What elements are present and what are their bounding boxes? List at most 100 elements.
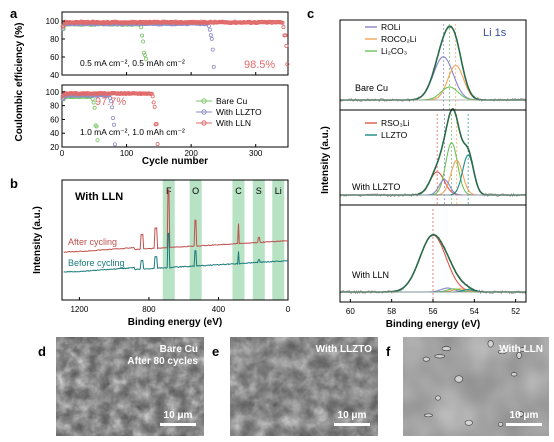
cycle-top-point [208,33,213,38]
scale-label-d: 10 μm [164,410,193,421]
sem-particle [516,411,525,417]
xps-band [189,180,202,300]
xps-survey-frame [61,179,289,301]
cycle-bottom-point [92,105,97,110]
xps-survey-axes: 1200 800 400 0 [70,297,291,314]
cycle-xtick-label: 300 [249,149,263,158]
li1s-legend-label: ROCO₂Li [381,34,417,44]
cycle-xtick-label: 200 [184,149,198,158]
cycle-bottom-ytick-label: 60 [50,115,59,124]
sem-particle [510,372,518,377]
xps-survey-plot [63,189,289,273]
cycle-top-ytick-label: 100 [46,17,60,26]
panel-label-b: b [10,176,18,191]
cycle-top-series-lln [60,19,290,67]
cycle-ylabel: Coulombic efficiency (%) [14,23,25,142]
li1s-ylabel: Intensity (a.u.) [320,126,331,194]
sem-texture-bare-cu [56,337,204,436]
cycle-top-ytick-label: 80 [50,35,59,44]
cycle-top-plot [60,19,290,69]
cycle-bottom-point [109,99,114,104]
xps-band [272,180,285,300]
panel-label-c: c [307,6,314,21]
cycle-bottom-ytick-label: 100 [46,88,60,97]
cycle-top-point [142,52,147,57]
li1s-component-rso3li [340,234,526,293]
li1s-legend-label: Li₂CO₃ [381,46,407,56]
cycle-top-ytick-label: 40 [50,71,59,80]
cycle-axes: 40 60 80 100 20 40 60 80 100 0 100 200 300 [46,17,263,158]
scale-bar-d [160,423,196,426]
li1s-subpanel [339,24,527,110]
xps-before-label: Before cycling [68,258,125,268]
li1s-legend: ROLi ROCO₂Li Li₂CO₃ RSO₃Li LLZTO [365,22,417,140]
sem-particle [487,340,494,348]
cycle-bottom-frame [61,84,289,148]
cycle-legend-marker [201,98,207,104]
cycle-bottom-ytick-label: 20 [50,143,59,152]
sem-particle [516,351,522,359]
xps-band-label: C [235,186,242,196]
cycle-top-point [142,50,147,55]
cycle-legend-label: Bare Cu [216,96,247,106]
sem-texture-lln [403,337,549,436]
panel-label-e: e [212,344,219,359]
cycle-bottom-ytick-label: 80 [50,102,59,111]
cycle-legend-label: With LLN [216,118,251,128]
cycle-bottom-point [154,122,159,127]
panel-c: c 60 58 56 54 52 Li 1s Bare Cu With LLZTO Wi… [307,6,527,330]
panel-f: f With LLN 10 μm [386,337,549,436]
xps-xtick-label: 400 [212,305,226,314]
panel-label-d: d [38,344,46,359]
sem-particle [422,356,430,362]
li1s-xtick-label: 56 [429,307,438,316]
cycle-bottom-ytick-label: 40 [50,129,59,138]
panel-a: a 40 60 80 100 20 40 60 80 100 0 100 200 300 Coulomb… [10,6,290,167]
sem-caption-bare-cu: Bare Cu [160,344,198,355]
sem-particle [423,413,433,418]
cycle-bottom-series-lln [60,90,160,146]
cycle-bottom-annotation: 1.0 mA cm⁻², 1.0 mAh cm⁻² [80,127,185,137]
cycle-bottom-point [111,115,116,120]
sem-caption-cycles: After 80 cycles [127,356,198,367]
sem-particle [441,346,452,352]
scale-label-f: 10 μm [510,410,539,421]
li1s-panel-name-3: With LLN [352,270,389,280]
cycle-top-point [60,26,65,31]
sem-particle [434,354,446,359]
sem-particle [464,419,473,426]
cycle-bottom-point [94,124,99,129]
li1s-envelope [340,234,526,293]
cycle-top-point [284,43,289,48]
cycle-xtick-label: 0 [60,149,65,158]
li1s-title: Li 1s [483,27,507,39]
cycle-bottom-plot [60,90,160,147]
sem-particle [497,421,504,427]
cycle-legend-label: With LLZTO [216,107,262,117]
cycle-bottom-value-label: 97.7% [95,96,126,108]
cycle-bottom-point [152,104,157,109]
cycle-bottom-point [111,122,116,127]
cycle-bottom-point [95,138,100,143]
cycle-top-point [211,64,216,69]
cycle-top-frame [61,11,289,76]
sem-caption-llzto: With LLZTO [316,344,373,355]
xps-xtick-label: 800 [142,305,156,314]
xps-band-label: Li [275,186,282,196]
cycle-bottom-point [155,141,160,146]
cycle-top-series-bare_cu [60,21,148,61]
li1s-legend-label: ROLi [381,22,400,32]
li1s-xtick-label: 60 [346,307,355,316]
li1s-xtick-label: 58 [387,307,396,316]
panel-b: b F O C S Li 1200 800 400 0 With LLN After cycl… [10,176,291,328]
cycle-top-point [210,47,215,52]
xps-after-label: After cycling [68,237,117,247]
cycle-top-ytick-label: 60 [50,53,59,62]
li1s-legend-label: RSO₃Li [381,118,410,128]
scale-label-e: 10 μm [338,410,367,421]
sem-texture-llzto [230,337,378,436]
cycle-top-annotation: 0.5 mA cm⁻², 0.5 mAh cm⁻² [80,58,185,68]
xps-band [232,180,245,300]
